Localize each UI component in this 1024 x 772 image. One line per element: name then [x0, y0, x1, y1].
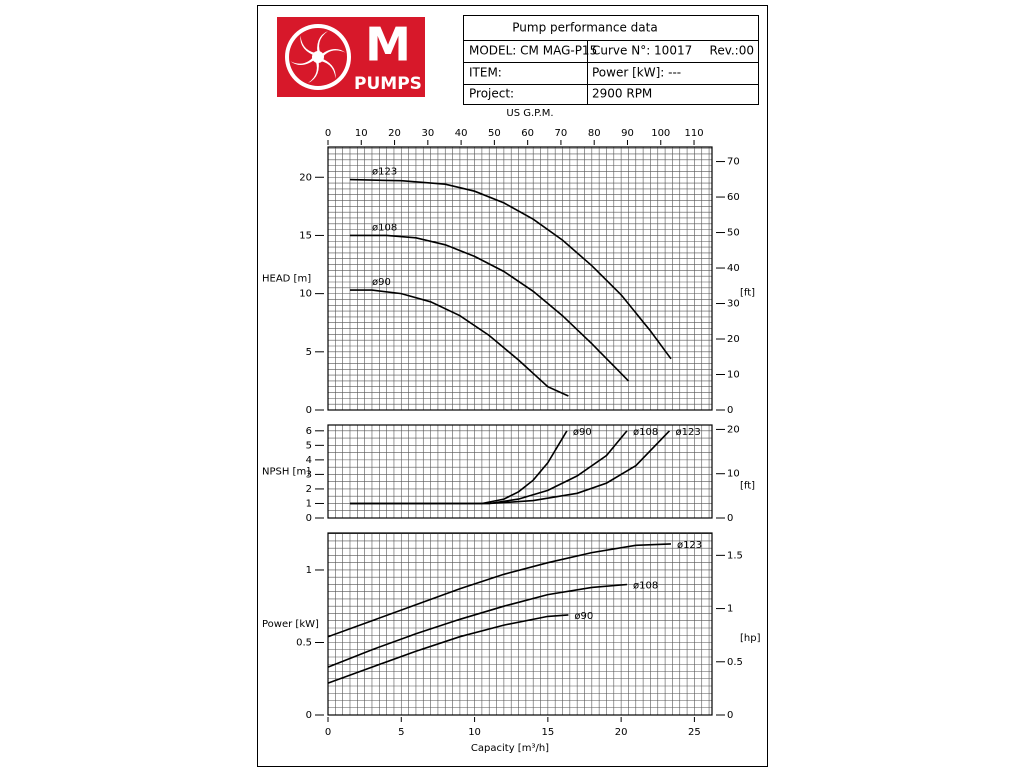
curve — [350, 430, 671, 505]
y-tick-label: 1 — [306, 498, 312, 509]
y-axis-label: NPSH [m] — [262, 467, 310, 478]
y-tick-label: 2 — [306, 484, 312, 495]
logo-text: PUMPS — [354, 74, 422, 94]
header-project: Project: — [469, 87, 514, 101]
y-tick-label: 1 — [306, 565, 312, 576]
y2-axis-label: [hp] — [740, 633, 761, 644]
logo-hub — [312, 51, 324, 63]
curve-label: ø90 — [574, 611, 593, 622]
header-curve: Curve N°: 10017 — [592, 44, 692, 58]
x2-tick-label: 0 — [325, 128, 331, 139]
logo-letter: M — [365, 18, 411, 72]
x2-tick-label: 10 — [355, 128, 368, 139]
x-axis-label: Capacity [m³/h] — [471, 743, 549, 754]
x2-tick-label: 30 — [421, 128, 434, 139]
y2-tick-label: 0 — [727, 710, 733, 721]
y-tick-label: 0 — [306, 710, 312, 721]
y-tick-label: 20 — [299, 172, 312, 183]
x-tick-label: 10 — [468, 727, 481, 738]
y-tick-label: 0 — [306, 405, 312, 416]
x2-tick-label: 70 — [555, 128, 568, 139]
x2-tick-label: 110 — [684, 128, 703, 139]
y2-tick-label: 0.5 — [727, 657, 743, 668]
plot-frame — [327, 146, 713, 411]
x-tick-label: 5 — [398, 727, 404, 738]
curve — [327, 583, 628, 668]
y2-tick-label: 0 — [727, 513, 733, 524]
y-tick-label: 0 — [306, 513, 312, 524]
header-item: ITEM: — [469, 66, 502, 80]
y2-tick-label: 10 — [727, 469, 740, 480]
curve — [350, 234, 630, 382]
y2-tick-label: 30 — [727, 299, 740, 310]
y2-tick-label: 0 — [727, 405, 733, 416]
table-border — [463, 15, 759, 105]
curve — [327, 614, 569, 684]
header-table — [463, 15, 759, 105]
curve-label: ø123 — [372, 167, 397, 178]
y-tick-label: 15 — [299, 230, 312, 241]
y2-tick-label: 60 — [727, 192, 740, 203]
x2-tick-label: 40 — [455, 128, 468, 139]
y-tick-label: 4 — [306, 455, 312, 466]
curve — [350, 289, 569, 397]
curve-label: ø108 — [372, 222, 397, 233]
y2-tick-label: 40 — [727, 263, 740, 274]
y2-tick-label: 20 — [727, 334, 740, 345]
y-tick-label: 10 — [299, 289, 312, 300]
x2-tick-label: 100 — [651, 128, 670, 139]
y2-tick-label: 70 — [727, 157, 740, 168]
x2-tick-label: 50 — [488, 128, 501, 139]
x-tick-label: 20 — [615, 727, 628, 738]
y2-tick-label: 10 — [727, 370, 740, 381]
curve-label: ø123 — [675, 427, 700, 438]
y-tick-label: 0.5 — [296, 637, 312, 648]
y2-axis-label: [ft] — [740, 481, 755, 492]
x-tick-label: 0 — [325, 727, 331, 738]
curve-label: ø108 — [633, 580, 658, 591]
y2-tick-label: 20 — [727, 424, 740, 435]
y-tick-label: 3 — [306, 469, 312, 480]
curve-label: ø90 — [372, 277, 391, 288]
x2-axis-label: US G.P.M. — [506, 108, 553, 119]
y-tick-label: 6 — [306, 426, 312, 437]
y-axis-label: HEAD [m] — [262, 274, 311, 285]
x-tick-label: 25 — [688, 727, 701, 738]
header-model: MODEL: CM MAG-P15 — [469, 44, 597, 58]
y2-tick-label: 1 — [727, 604, 733, 615]
y2-tick-label: 1.5 — [727, 550, 743, 561]
curve — [327, 543, 672, 638]
x2-tick-label: 90 — [621, 128, 634, 139]
x-tick-label: 15 — [541, 727, 554, 738]
x2-tick-label: 20 — [388, 128, 401, 139]
header-rev: Rev.:00 — [710, 44, 754, 58]
y2-axis-label: [ft] — [740, 288, 755, 299]
x2-tick-label: 60 — [521, 128, 534, 139]
curve-label: ø123 — [677, 540, 702, 551]
y-tick-label: 5 — [306, 440, 312, 451]
header-power: Power [kW]: --- — [592, 66, 681, 80]
plot-frame — [327, 424, 713, 519]
x2-tick-label: 80 — [588, 128, 601, 139]
curve-label: ø90 — [573, 427, 592, 438]
y-tick-label: 5 — [306, 347, 312, 358]
header-rpm: 2900 RPM — [592, 87, 652, 101]
plot-frame — [327, 532, 713, 716]
logo: M PUMPS — [277, 17, 425, 97]
frame — [257, 5, 768, 767]
y-axis-label: Power [kW] — [262, 619, 319, 630]
y2-tick-label: 50 — [727, 228, 740, 239]
curve-label: ø108 — [633, 427, 658, 438]
header-title: Pump performance data — [512, 21, 657, 35]
curve — [349, 178, 672, 360]
